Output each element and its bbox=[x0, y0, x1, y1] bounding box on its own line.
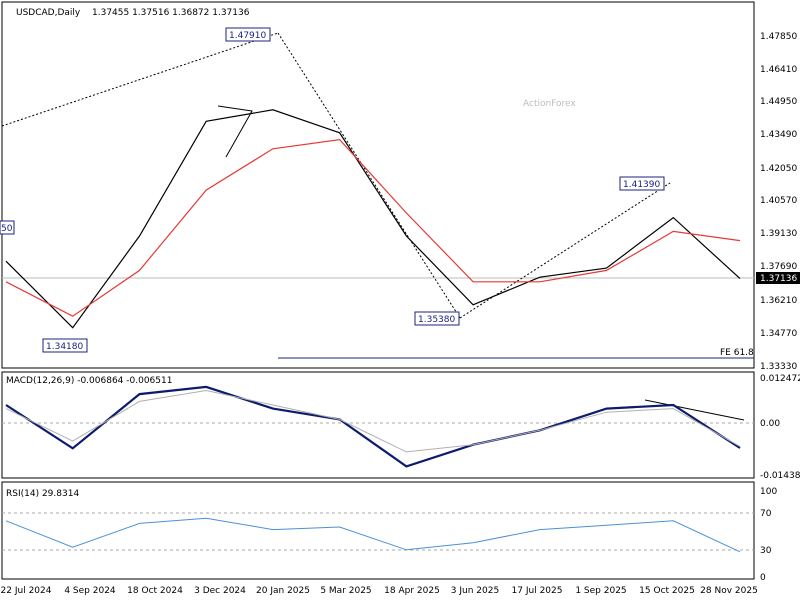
ohlc-label: 1.37455 1.37516 1.36872 1.37136 bbox=[92, 8, 250, 18]
price-tick: 1.39130 bbox=[760, 229, 797, 239]
rsi-tick: 70 bbox=[760, 509, 772, 519]
macd-tick: -0.014389 bbox=[760, 471, 800, 481]
macd-panel bbox=[1, 371, 755, 479]
low2-annotation: 1.35380 bbox=[414, 311, 460, 326]
rsi-tick: 30 bbox=[760, 546, 772, 556]
time-tick-label: 22 Jul 2024 bbox=[1, 586, 52, 596]
price-tick: 1.33330 bbox=[760, 362, 797, 372]
macd-label: MACD(12,26,9) -0.006864 -0.006511 bbox=[6, 376, 172, 386]
svg-text:50: 50 bbox=[1, 224, 13, 234]
price-tick: 1.34770 bbox=[760, 329, 797, 339]
low1-annotation: 1.34180 bbox=[42, 338, 88, 353]
moving-average bbox=[5, 138, 741, 317]
time-tick-label: 1 Sep 2025 bbox=[575, 586, 626, 596]
time-axis: 22 Jul 2024 4 Sep 2024 18 Oct 2024 3 Dec 20… bbox=[1, 586, 758, 596]
time-tick-label: 3 Dec 2024 bbox=[194, 586, 246, 596]
watermark: ActionForex bbox=[523, 99, 576, 109]
svg-text:1.41390: 1.41390 bbox=[623, 180, 660, 190]
price-tick: 1.44950 bbox=[760, 97, 797, 107]
peak2-annotation: 1.41390 bbox=[619, 176, 665, 191]
triangle-pattern bbox=[217, 105, 253, 158]
svg-text:1.34180: 1.34180 bbox=[46, 342, 83, 352]
macd-divergence-line bbox=[644, 399, 745, 421]
macd-tick: 0.012472 bbox=[760, 374, 800, 384]
time-tick-label: 20 Jan 2025 bbox=[256, 586, 310, 596]
rsi-tick: 100 bbox=[760, 487, 777, 497]
rsi-panel bbox=[1, 481, 755, 580]
price-tick: 1.36210 bbox=[760, 296, 797, 306]
price-tick: 1.37690 bbox=[760, 262, 797, 272]
time-tick-label: 4 Sep 2024 bbox=[64, 586, 116, 596]
current-price-tag: 1.37136 bbox=[756, 272, 800, 284]
price-tick: 1.43490 bbox=[760, 130, 797, 140]
price-tick: 1.42050 bbox=[760, 164, 797, 174]
fe-label: FE 61.8 bbox=[720, 348, 754, 358]
price-tick: 1.46410 bbox=[760, 65, 797, 75]
price-axis: 1.47850 1.46410 1.44950 1.43490 1.42050 … bbox=[760, 32, 797, 372]
symbol-label: USDCAD,Daily bbox=[16, 8, 81, 18]
time-tick-label: 5 Mar 2025 bbox=[320, 586, 371, 596]
left-cut-annotation: 50 bbox=[0, 220, 15, 235]
price-tick: 1.47850 bbox=[760, 32, 797, 42]
rsi-label: RSI(14) 29.8314 bbox=[6, 489, 79, 499]
time-tick-label: 28 Nov 2025 bbox=[700, 586, 758, 596]
svg-text:1.37136: 1.37136 bbox=[760, 274, 797, 284]
time-tick-label: 18 Apr 2025 bbox=[384, 586, 440, 596]
macd-tick: 0.00 bbox=[760, 419, 780, 429]
high-annotation: 1.47910 bbox=[225, 27, 271, 42]
rsi-tick: 0 bbox=[760, 573, 766, 583]
rsi-series bbox=[5, 517, 741, 553]
time-tick-label: 15 Oct 2025 bbox=[639, 586, 695, 596]
trendline-up bbox=[1, 32, 279, 127]
time-tick-label: 17 Jul 2025 bbox=[512, 586, 563, 596]
svg-text:1.47910: 1.47910 bbox=[229, 31, 266, 41]
time-tick-label: 18 Oct 2024 bbox=[127, 586, 183, 596]
price-tick: 1.40570 bbox=[760, 196, 797, 206]
price-panel bbox=[1, 1, 755, 369]
svg-text:1.35380: 1.35380 bbox=[418, 315, 455, 325]
macd-signal-series bbox=[5, 389, 741, 453]
macd-series bbox=[5, 385, 741, 468]
price-series bbox=[5, 109, 741, 329]
time-tick-label: 3 Jun 2025 bbox=[451, 586, 499, 596]
trendline-down bbox=[277, 32, 461, 319]
